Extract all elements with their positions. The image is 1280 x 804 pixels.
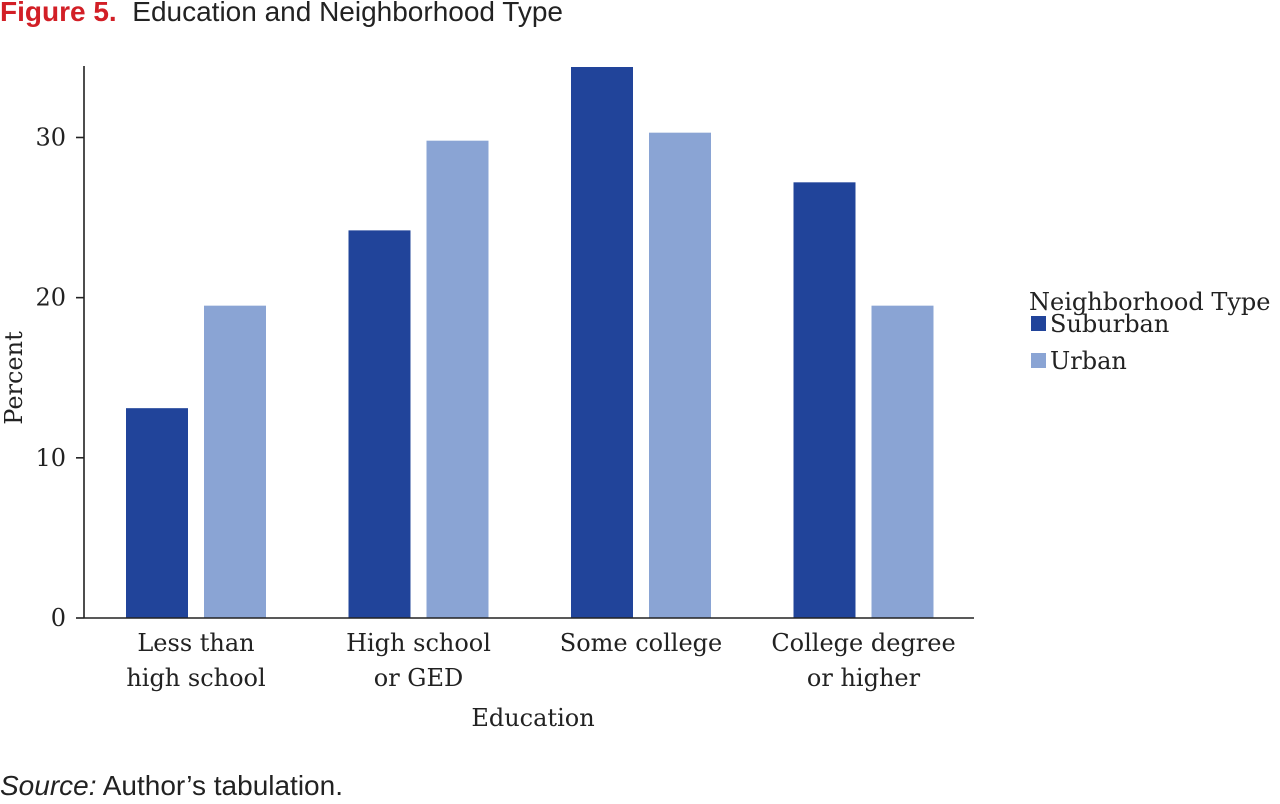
figure-number: Figure 5. xyxy=(0,0,117,27)
x-tick-label: College degree or higher xyxy=(771,629,955,692)
legend: Neighborhood Type Suburban Urban xyxy=(1029,288,1270,375)
y-tick-label: 30 xyxy=(35,123,66,151)
bar-urban-2 xyxy=(649,132,711,618)
bar-suburban-1 xyxy=(348,230,411,618)
legend-title: Neighborhood Type xyxy=(1029,288,1270,316)
source-label: Source: xyxy=(0,770,97,801)
x-tick-labels: Less than high school High school or GED Som… xyxy=(126,629,955,692)
bar-suburban-2 xyxy=(571,67,633,618)
bar-suburban-3 xyxy=(793,182,856,619)
source-text: Author’s tabulation. xyxy=(96,770,343,801)
figure-title-text: Education and Neighborhood Type xyxy=(132,0,563,27)
bar-urban-1 xyxy=(426,140,489,618)
y-tick-label: 10 xyxy=(35,444,66,472)
x-tick-label: Less than high school xyxy=(126,629,265,692)
bar-suburban-0 xyxy=(126,408,188,618)
x-tick-label: High school or GED xyxy=(346,629,491,692)
bars-layer xyxy=(126,67,934,619)
legend-swatch-suburban xyxy=(1031,316,1046,331)
y-tick-label: 20 xyxy=(35,284,66,312)
bar-chart: 0 10 20 30 Less than high school High school o… xyxy=(0,66,1270,732)
y-ticks: 0 10 20 30 xyxy=(35,123,84,632)
y-axis-title: Percent xyxy=(0,331,28,425)
source-note: Source: Author’s tabulation. xyxy=(0,768,343,804)
legend-label-urban: Urban xyxy=(1050,347,1127,375)
bar-urban-0 xyxy=(204,305,266,618)
bar-urban-3 xyxy=(871,305,934,618)
legend-label-suburban: Suburban xyxy=(1050,310,1169,338)
x-tick-label: Some college xyxy=(560,629,723,657)
figure-title: Figure 5. Education and Neighborhood Typ… xyxy=(0,0,563,30)
y-tick-label: 0 xyxy=(51,604,66,632)
legend-swatch-urban xyxy=(1031,353,1046,368)
legend-items: Suburban Urban xyxy=(1031,310,1169,375)
x-axis-title: Education xyxy=(471,704,594,732)
